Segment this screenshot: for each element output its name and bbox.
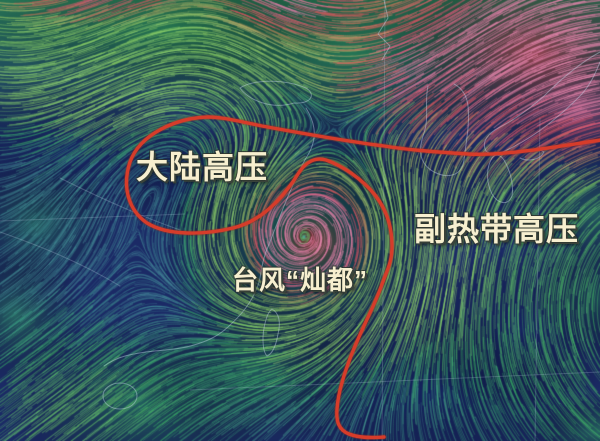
coast-bohai bbox=[377, 0, 391, 61]
coastline-layer bbox=[0, 0, 600, 410]
coast-japan-honshu bbox=[483, 51, 600, 155]
label-continental-high: 大陆高压 bbox=[136, 149, 269, 185]
pressure-boundary-group bbox=[123, 114, 600, 441]
label-subtropical-high: 副热带高压 bbox=[414, 211, 580, 247]
coast-japan-kyushu bbox=[487, 154, 513, 203]
coast-shandong bbox=[239, 80, 312, 106]
inland-borders bbox=[0, 177, 181, 287]
island-taiwan bbox=[262, 308, 280, 357]
coast-korea bbox=[420, 83, 469, 176]
island-hainan bbox=[102, 382, 138, 410]
pressure-boundary-line bbox=[124, 115, 600, 440]
label-typhoon-chanthu: 台风“灿都” bbox=[232, 265, 369, 295]
